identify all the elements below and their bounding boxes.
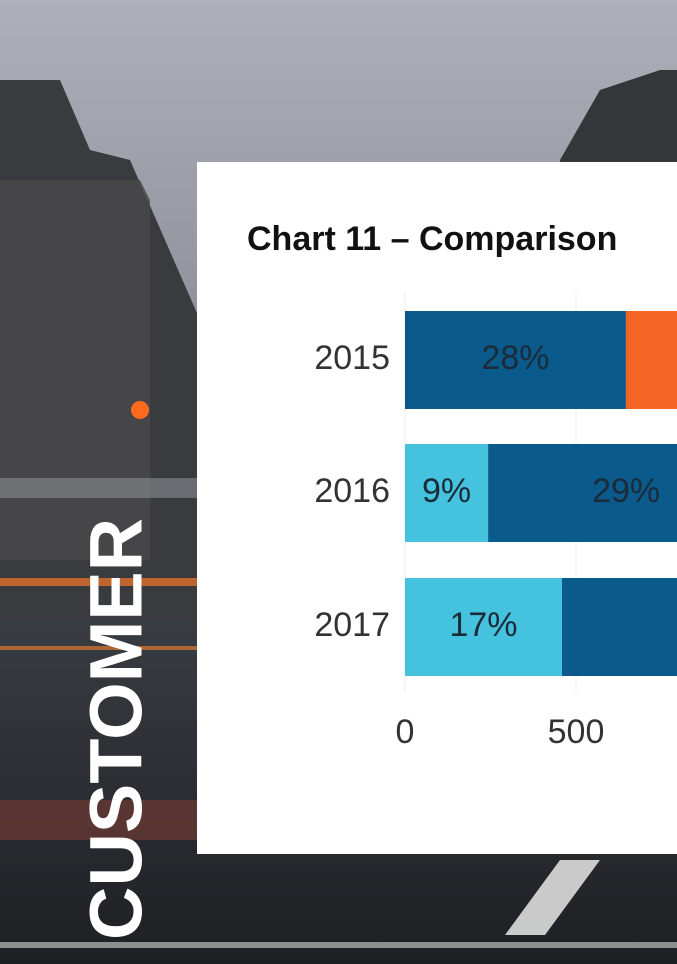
bar-segment <box>405 311 626 409</box>
bar-segment <box>405 578 562 676</box>
chart-title: Chart 11 – Comparison <box>247 220 617 258</box>
y-tick-label: 2016 <box>314 472 390 510</box>
bar-segment <box>625 311 677 409</box>
data-label: 17% <box>449 606 517 644</box>
y-tick-label: 2015 <box>314 339 390 377</box>
bar-segment <box>561 578 677 676</box>
side-title: CUSTOMER <box>75 518 158 940</box>
y-tick-label: 2017 <box>314 606 390 644</box>
data-label: 28% <box>481 339 549 377</box>
bar-segment <box>488 444 677 542</box>
x-tick-label: 0 <box>396 713 415 751</box>
data-label: 29% <box>592 472 660 510</box>
bar-segment <box>405 444 489 542</box>
x-tick-label: 500 <box>548 713 605 751</box>
data-label: 9% <box>422 472 471 510</box>
chart: Chart 11 – Comparison 0 500 2015 28% 2016 9% 2… <box>247 220 677 751</box>
